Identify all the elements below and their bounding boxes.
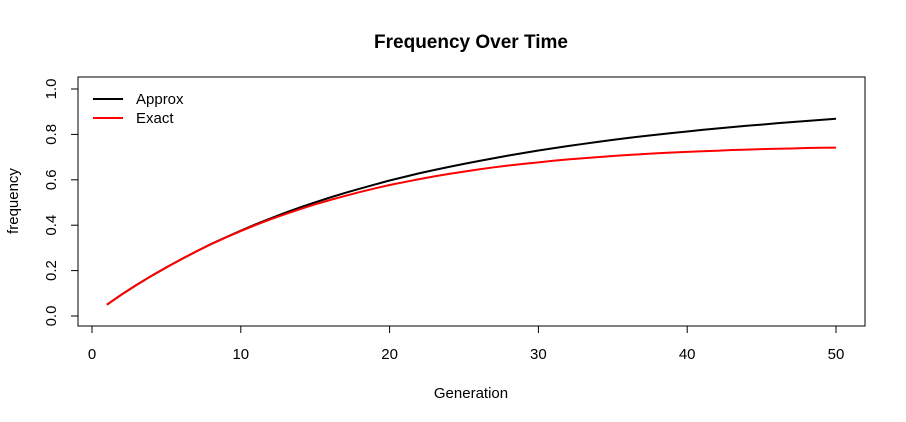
legend-label-approx: Approx (136, 91, 184, 108)
y-tick-label: 0.2 (43, 260, 60, 281)
x-tick-label: 10 (232, 346, 249, 363)
y-tick-label: 0.0 (43, 306, 60, 327)
x-tick-label: 0 (88, 346, 96, 363)
series-line-exact (106, 146, 837, 306)
x-axis-label: Generation (434, 385, 508, 402)
series-layer (106, 117, 837, 306)
x-axis: 0 10 20 30 40 50 (88, 325, 845, 363)
chart-title: Frequency Over Time (374, 32, 568, 53)
y-tick-label: 0.4 (43, 215, 60, 236)
y-axis: 0.0 0.2 0.4 0.6 0.8 1.0 (43, 79, 79, 327)
y-tick-label: 0.6 (43, 169, 60, 190)
legend: Approx Exact (93, 91, 184, 127)
x-tick-label: 50 (828, 346, 845, 363)
series-line-approx (106, 117, 837, 306)
x-tick-label: 40 (679, 346, 696, 363)
y-tick-label: 1.0 (43, 79, 60, 100)
y-tick-label: 0.8 (43, 124, 60, 145)
legend-label-exact: Exact (136, 110, 174, 127)
y-axis-label: frequency (5, 168, 22, 234)
x-tick-label: 20 (381, 346, 398, 363)
plot-frame (77, 76, 866, 327)
x-tick-label: 30 (530, 346, 547, 363)
